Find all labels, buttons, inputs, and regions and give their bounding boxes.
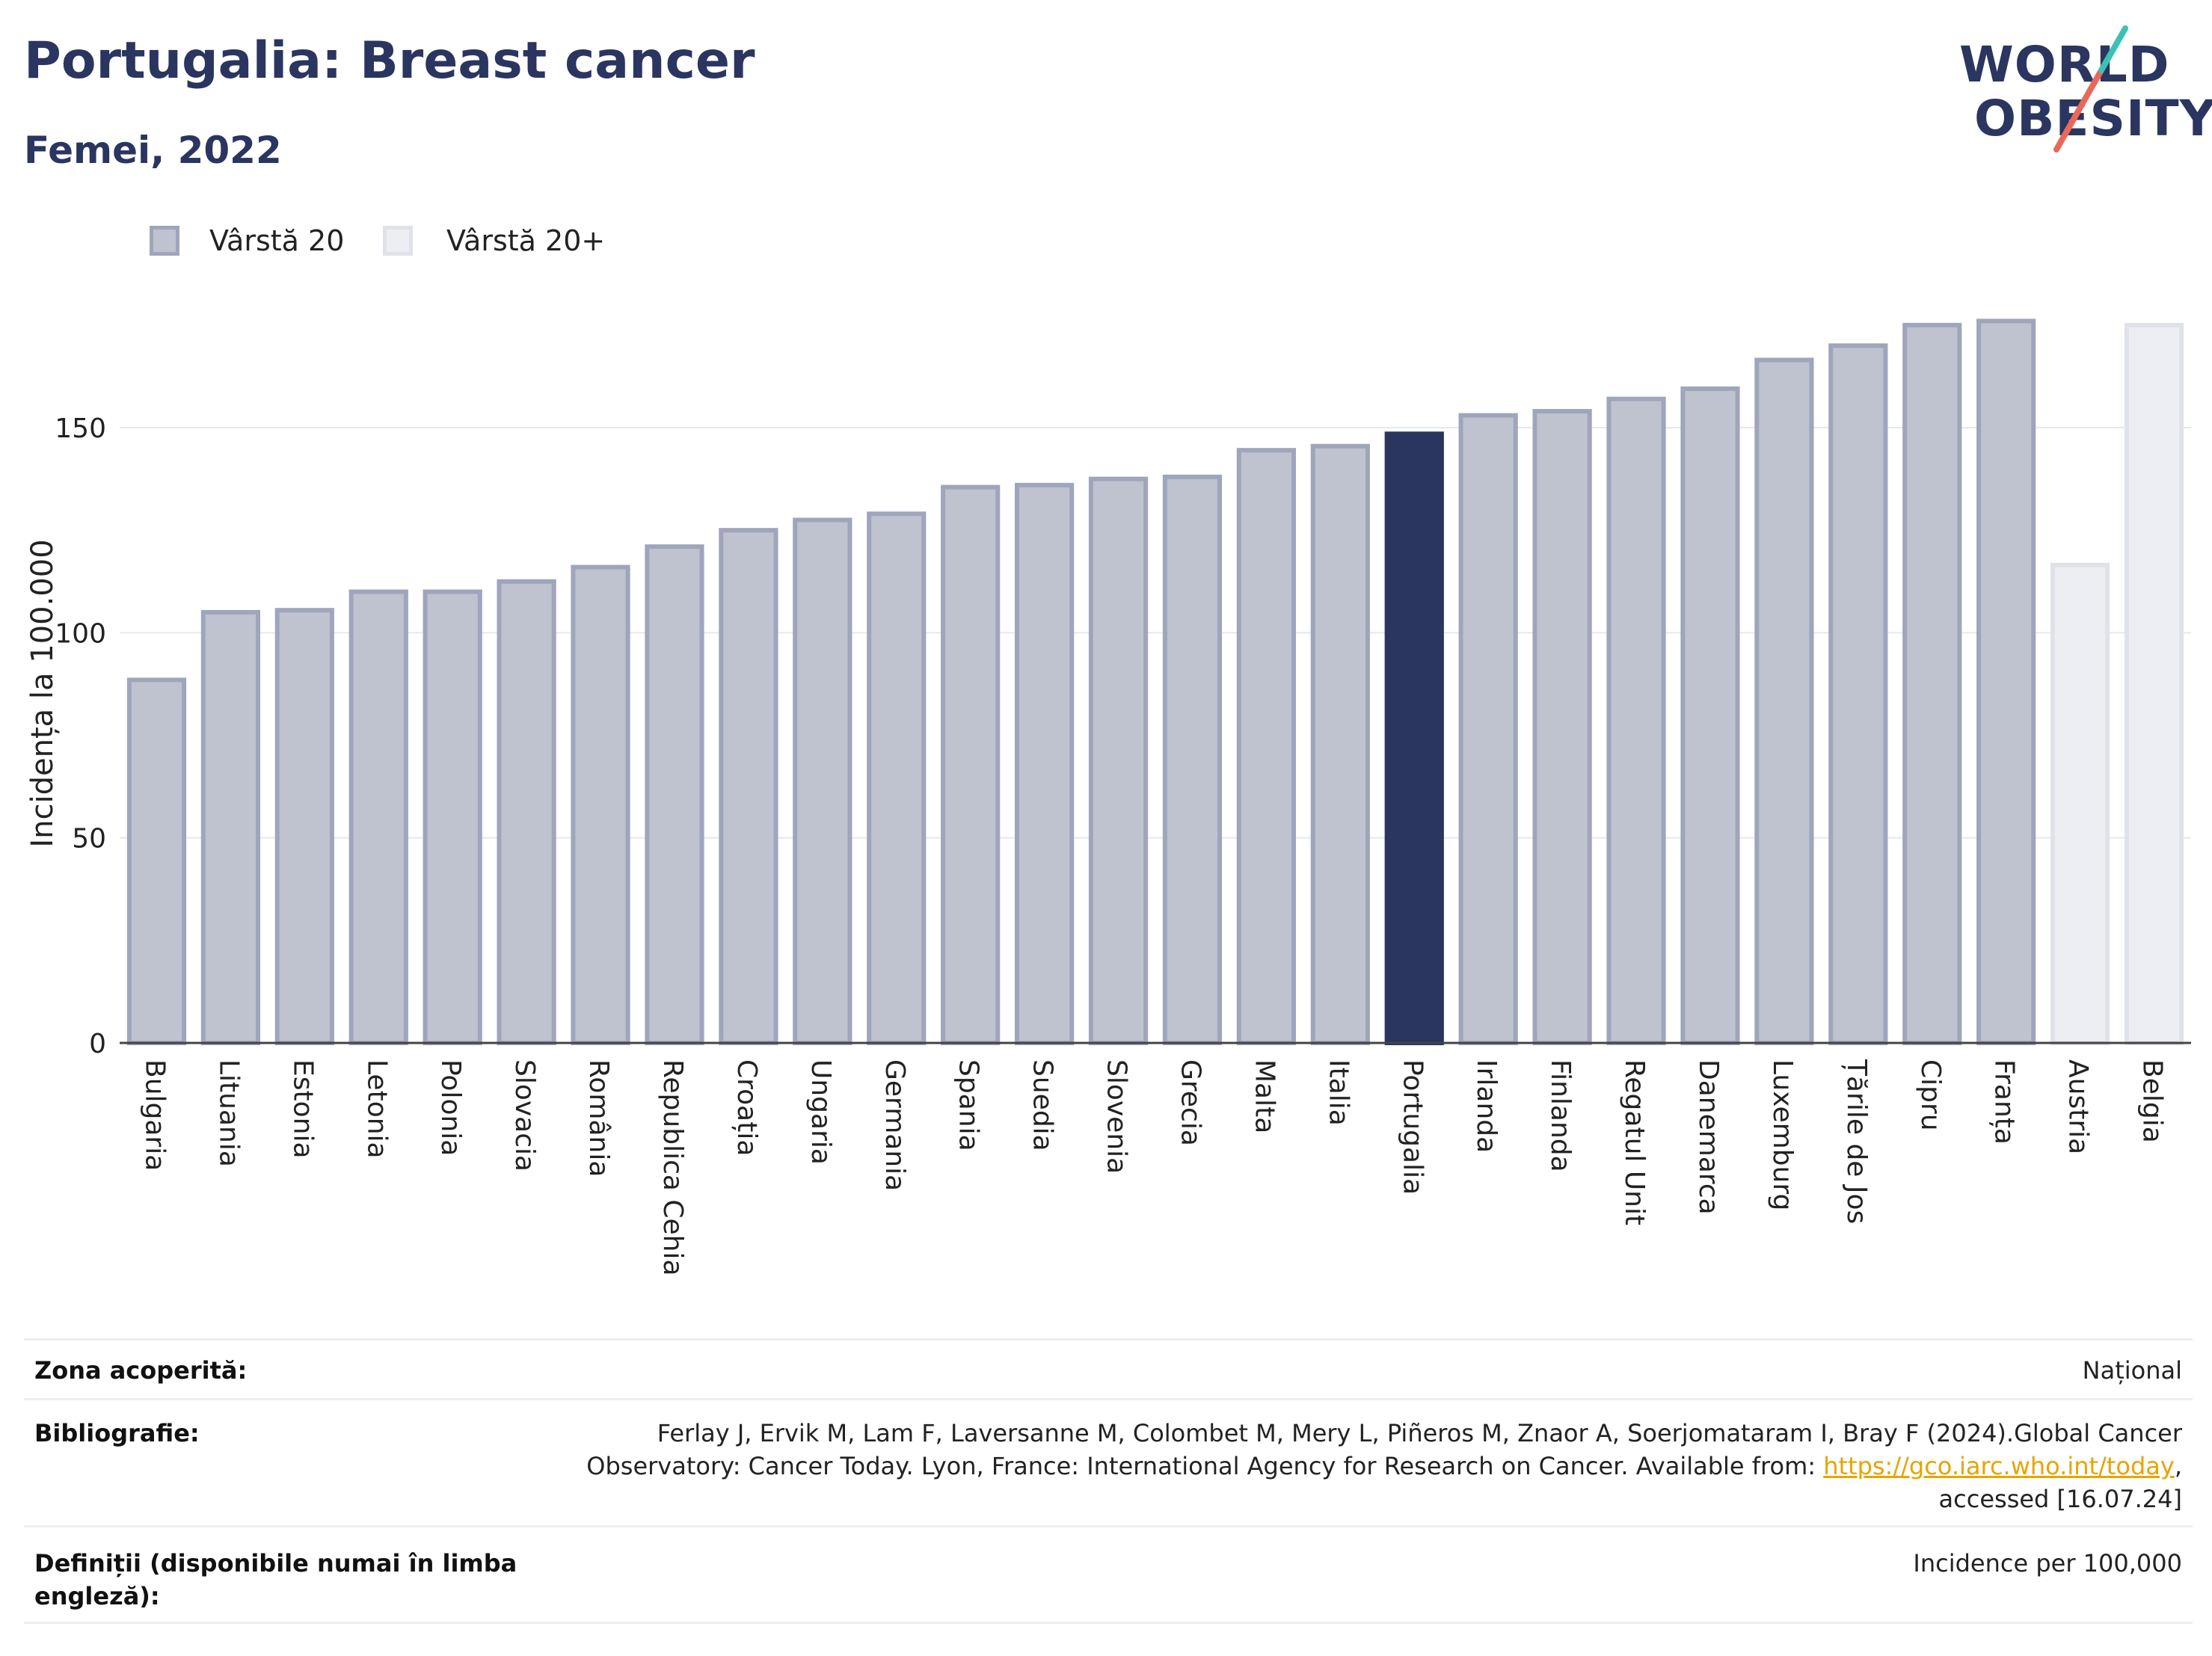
- bibliography-line-2: Observatory: Cancer Today. Lyon, France:…: [586, 1452, 2182, 1480]
- x-tick-label: Suedia: [1027, 1059, 1058, 1151]
- bar: [497, 579, 556, 1045]
- x-tick-label: Italia: [1323, 1059, 1354, 1126]
- bar: [1532, 409, 1592, 1045]
- definitions-value: Incidence per 100,000: [1913, 1549, 2182, 1577]
- bibliography-line-3: accessed [16.07.24]: [1938, 1485, 2182, 1513]
- x-tick-label: Slovacia: [509, 1059, 540, 1172]
- x-tick-label: România: [583, 1059, 614, 1177]
- bar: [1828, 343, 1888, 1045]
- x-tick-label: Slovenia: [1102, 1059, 1132, 1174]
- bar: [1976, 318, 2036, 1046]
- y-tick-label: 150: [55, 413, 106, 444]
- bar: [867, 511, 927, 1045]
- x-tick-label: Ungaria: [805, 1059, 836, 1165]
- bar: [1236, 448, 1296, 1045]
- bar: [2050, 562, 2110, 1045]
- bar: [645, 544, 704, 1045]
- x-tick-label: Republica Cehia: [657, 1059, 688, 1276]
- logo-line-2: OBESITY: [1974, 90, 2212, 147]
- bar: [200, 609, 260, 1045]
- page-title: Portugalia: Breast cancer: [24, 31, 755, 90]
- info-row-coverage: Zona acoperită: Național: [24, 1338, 2193, 1400]
- bar: [719, 528, 778, 1045]
- x-tick-label: Malta: [1249, 1059, 1279, 1133]
- x-tick-label: Belgia: [2137, 1059, 2168, 1143]
- bar-chart: 0 50 100 150 Incidența la 100.000 Bulgaria Lit…: [25, 318, 2191, 1276]
- logo-slash-icon: [2053, 25, 2128, 153]
- bar: [1754, 357, 1814, 1045]
- x-tick-label: Grecia: [1175, 1059, 1205, 1146]
- x-tick-label: Polonia: [435, 1059, 466, 1156]
- x-tick-label: Țările de Jos: [1841, 1059, 1872, 1224]
- legend-swatch-age-20: [150, 226, 179, 256]
- definitions-label: Definiții (disponibile numai în limba en…: [34, 1549, 517, 1610]
- x-tick-label: Franța: [1989, 1059, 2020, 1145]
- x-tick-label: Bulgaria: [139, 1059, 170, 1171]
- x-tick-label: Finlanda: [1545, 1059, 1576, 1172]
- coverage-label: Zona acoperită:: [34, 1356, 248, 1385]
- bibliography-value: Ferlay J, Ervik M, Lam F, Laversanne M, …: [586, 1417, 2182, 1515]
- coverage-value: Național: [2082, 1356, 2182, 1385]
- legend-item-age-20[interactable]: Vârstă 20: [150, 224, 344, 257]
- x-tick-label: Cipru: [1915, 1059, 1946, 1131]
- bibliography-link[interactable]: https://gco.iarc.who.int/today: [1823, 1452, 2175, 1480]
- y-tick-label: 0: [89, 1029, 106, 1059]
- x-tick-label: Letonia: [361, 1059, 392, 1159]
- x-tick-label: Danemarca: [1693, 1059, 1724, 1215]
- x-tick-label: Lituania: [213, 1059, 244, 1167]
- bar: [423, 589, 482, 1045]
- y-tick-label: 100: [55, 618, 106, 649]
- bar: [1088, 476, 1149, 1045]
- bibliography-label: Bibliografie:: [34, 1419, 200, 1447]
- bar: [1015, 482, 1075, 1045]
- legend-label-age-20: Vârstă 20: [209, 224, 345, 257]
- bar: [348, 589, 408, 1045]
- info-row-definitions: Definiții (disponibile numai în limba en…: [24, 1525, 2193, 1624]
- legend-swatch-age-20-plus: [383, 226, 413, 256]
- logo-line-1: WORLD: [1959, 36, 2170, 93]
- x-tick-label: Irlanda: [1471, 1059, 1502, 1153]
- bar: [571, 564, 630, 1045]
- x-tick-label: Spania: [953, 1059, 984, 1151]
- bar: [1902, 322, 1962, 1045]
- x-tick-label: Portugalia: [1397, 1059, 1428, 1195]
- world-obesity-logo: WORLD OBESITY: [1959, 22, 2212, 157]
- legend-label-age-20-plus: Vârstă 20+: [446, 224, 606, 257]
- legend-item-age-20-plus[interactable]: Vârstă 20+: [383, 224, 605, 257]
- info-row-bibliography: Bibliografie: Ferlay J, Ervik M, Lam F, …: [24, 1398, 2193, 1527]
- bibliography-line-1: Ferlay J, Ervik M, Lam F, Laversanne M, …: [657, 1419, 2182, 1447]
- x-tick-label: Croația: [731, 1059, 762, 1156]
- bar: [274, 608, 334, 1045]
- x-tick-label: Austria: [2063, 1059, 2094, 1154]
- bar: [1162, 474, 1223, 1045]
- bar: [2124, 322, 2184, 1045]
- bar: [1680, 386, 1740, 1045]
- x-tick-label: Regatul Unit: [1619, 1059, 1650, 1225]
- x-tick-label: Estonia: [287, 1059, 318, 1159]
- bar: [1606, 396, 1666, 1045]
- page-subtitle: Femei, 2022: [24, 129, 282, 172]
- bar: [1384, 431, 1444, 1045]
- bar: [793, 517, 852, 1045]
- y-axis-label: Incidența la 100.000: [25, 539, 60, 847]
- x-tick-label: Luxemburg: [1767, 1059, 1798, 1210]
- bar: [126, 677, 187, 1045]
- bar: [1458, 413, 1518, 1045]
- bar: [1310, 443, 1370, 1045]
- x-tick-label: Germania: [879, 1059, 910, 1191]
- y-tick-label: 50: [72, 824, 106, 855]
- bar: [941, 484, 1001, 1045]
